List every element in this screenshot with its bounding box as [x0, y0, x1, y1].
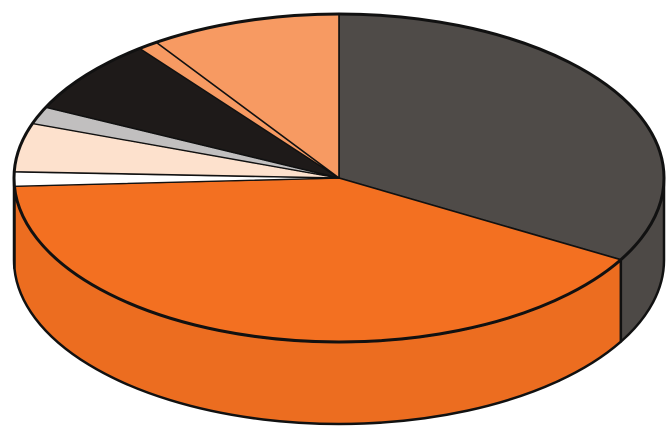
pie-top-outline: [12, 12, 666, 344]
pie-top-layer: [12, 12, 666, 344]
